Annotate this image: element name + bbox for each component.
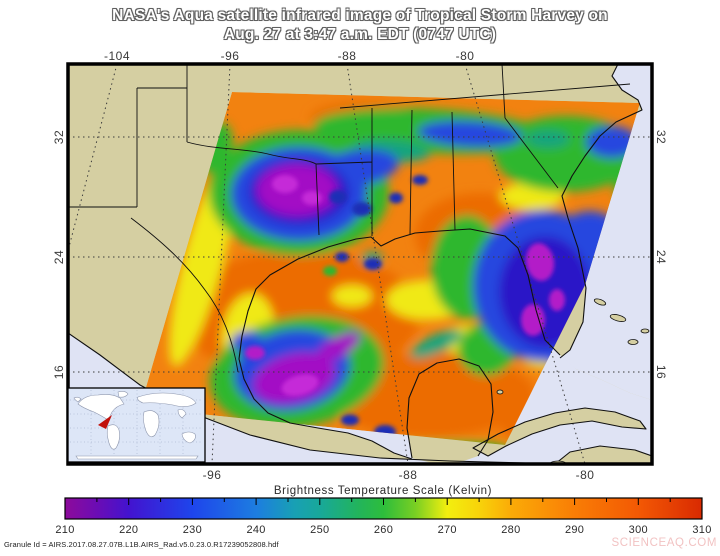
watermark: SCIENCEAQ.COM (611, 537, 717, 549)
lat-label-left: 16 (52, 365, 66, 379)
yucatan-coastline (406, 358, 494, 459)
colorbar-tick-label: 240 (246, 524, 265, 536)
colorbar-ticks (96, 498, 671, 505)
colorbar-tick-label: 270 (438, 524, 457, 536)
colorbar-tick-label: 210 (55, 524, 74, 536)
lon-label-bottom: -88 (399, 468, 418, 482)
colorbar-tick-label: 230 (183, 524, 202, 536)
lon-label-top: -80 (456, 49, 475, 63)
colorbar-tick-labels: 210 220 230 240 250 260 270 280 290 300 … (55, 524, 711, 536)
cuba-island (473, 408, 646, 456)
colorbar-title: Brightness Temperature Scale (Kelvin) (274, 485, 492, 497)
satellite-swath (140, 92, 640, 445)
title-line-2: Aug. 27 at 3:47 a.m. EDT (0747 UTC) (223, 26, 497, 43)
world-continents (73, 391, 199, 460)
atlantic-coastline (559, 64, 643, 359)
graticule-lines (68, 64, 652, 464)
rio-grande-border (130, 217, 239, 373)
colorbar-tick-label: 250 (310, 524, 329, 536)
colorbar: Brightness Temperature Scale (Kelvin) 21… (55, 485, 711, 536)
image-title: NASA's Aqua satellite infrared image of … (0, 6, 720, 44)
lon-label-bottom: -96 (203, 468, 222, 482)
meridian-96w (211, 64, 231, 464)
lat-label-right: 24 (654, 250, 668, 264)
title-line-1: NASA's Aqua satellite infrared image of … (112, 7, 608, 24)
colorbar-tick-label: 220 (119, 524, 138, 536)
pacific-coastline (68, 332, 561, 464)
colorbar-tick-label: 290 (565, 524, 584, 536)
storm-location-arrow (98, 415, 112, 429)
colorbar-tick-label: 300 (629, 524, 648, 536)
map-canvas (68, 64, 652, 464)
granule-id-text: Granule Id = AIRS.2017.08.27.07B.L1B.AIR… (4, 540, 279, 549)
lat-label-left: 24 (52, 250, 66, 264)
colorbar-tick-label: 280 (501, 524, 520, 536)
world-locator-inset (67, 387, 206, 463)
lat-label-right: 16 (654, 365, 668, 379)
map-frame (66, 62, 654, 466)
lon-label-top: -96 (221, 49, 240, 63)
colorbar-tick-label: 310 (692, 524, 711, 536)
colorbar-tick-label: 260 (374, 524, 393, 536)
lat-label-left: 32 (52, 130, 66, 144)
lon-label-bottom: -80 (576, 468, 595, 482)
cloud-detail-spots (245, 175, 565, 439)
lat-label-right: 32 (654, 130, 668, 144)
gulf-coastline (238, 228, 561, 460)
lon-label-top: -104 (104, 49, 130, 63)
axis-labels: -104 -96 -88 -80 -96 -88 -80 32 24 16 32… (52, 49, 668, 482)
cuba-coastline (472, 407, 647, 457)
atlantic-ocean (560, 64, 652, 400)
state-borders (68, 64, 631, 373)
lon-label-top: -88 (338, 49, 357, 63)
honduras-coastline (554, 445, 652, 464)
